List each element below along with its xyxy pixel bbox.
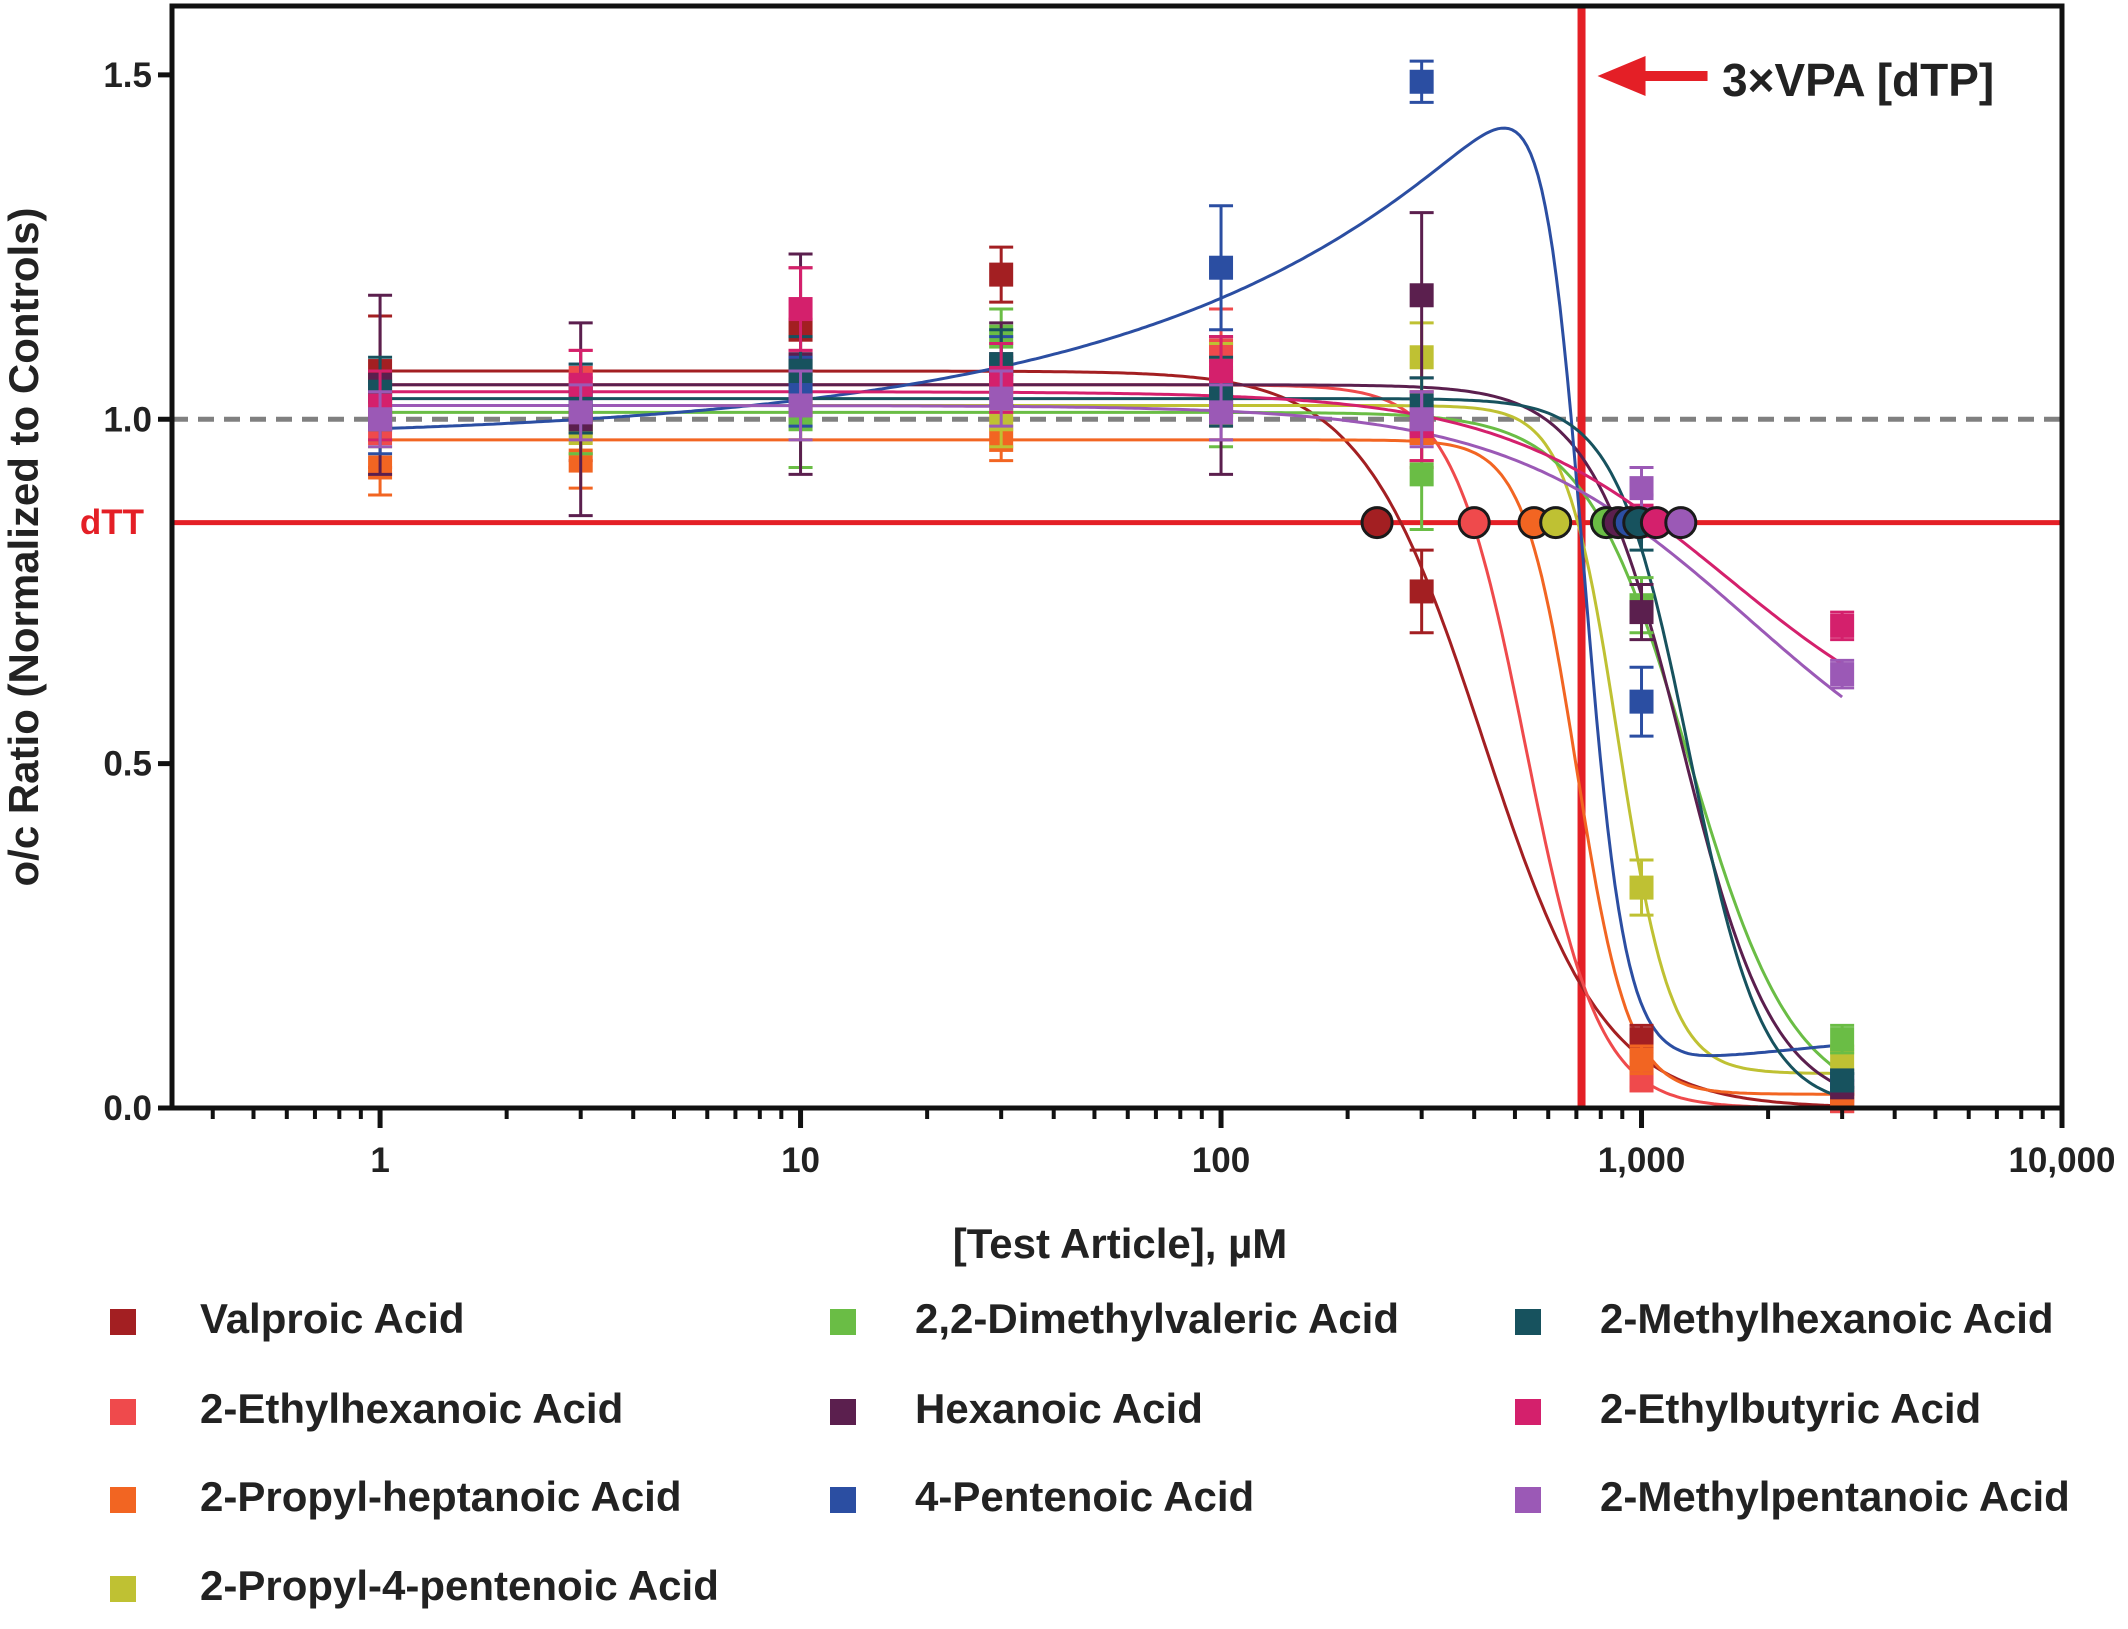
legend-label: 2,2-Dimethylvaleric Acid xyxy=(915,1295,1399,1342)
vpa-annotation-label: 3×VPA [dTP] xyxy=(1722,54,1994,106)
data-point xyxy=(1209,400,1234,425)
legend-swatch xyxy=(110,1399,136,1425)
x-tick-label: 100 xyxy=(1192,1141,1250,1180)
data-point xyxy=(1629,1047,1654,1072)
data-point xyxy=(1409,283,1434,308)
plot-frame xyxy=(169,3,2065,1111)
legend-label: 2-Methylhexanoic Acid xyxy=(1600,1295,2054,1342)
dtt-crossing-marker xyxy=(1360,506,1394,540)
legend-label: Valproic Acid xyxy=(200,1295,465,1342)
vpa-arrow-head xyxy=(1597,56,1646,96)
data-point xyxy=(1830,1027,1855,1052)
legend-swatch xyxy=(1515,1309,1541,1335)
dtt-crossing-layer xyxy=(1360,506,1698,540)
legend-swatch xyxy=(110,1576,136,1602)
data-point xyxy=(1629,600,1654,625)
legend-label: Hexanoic Acid xyxy=(915,1385,1203,1432)
fit-curve-3 xyxy=(376,404,1843,1075)
fit-curves-layer xyxy=(376,126,1844,1110)
dtt-crossing-marker xyxy=(1539,506,1573,540)
data-point xyxy=(1830,613,1855,638)
x-tick-label: 10,000 xyxy=(2008,1141,2115,1180)
data-point xyxy=(1629,689,1654,714)
legend-swatch xyxy=(110,1487,136,1513)
legend-swatch xyxy=(110,1309,136,1335)
legend-swatch xyxy=(830,1487,856,1513)
legend-swatch xyxy=(1515,1399,1541,1425)
legend-label: 4-Pentenoic Acid xyxy=(915,1473,1254,1520)
data-point xyxy=(1409,407,1434,432)
fit-curve-8 xyxy=(376,390,1843,666)
data-point xyxy=(1409,579,1434,604)
y-tick-label: 0.5 xyxy=(103,745,152,784)
data-point xyxy=(1209,255,1234,280)
data-point xyxy=(1409,69,1434,94)
legend-label: 2-Ethylbutyric Acid xyxy=(1600,1385,1981,1432)
data-point xyxy=(989,386,1014,411)
dtt-crossing-marker xyxy=(1457,506,1491,540)
data-point xyxy=(368,407,393,432)
data-point xyxy=(1629,875,1654,900)
legend-swatch xyxy=(830,1309,856,1335)
data-point xyxy=(1209,359,1234,384)
fit-curve-7 xyxy=(376,397,1843,1099)
fit-curve-5 xyxy=(376,383,1843,1089)
legend: Valproic Acid 2-Ethylhexanoic Acid 2-Propy… xyxy=(110,1295,2070,1609)
legend-label: 2-Propyl-4-pentenoic Acid xyxy=(200,1562,719,1609)
y-tick-label: 1.5 xyxy=(103,56,152,95)
dtt-label: dTT xyxy=(80,503,144,542)
legend-swatch xyxy=(1515,1487,1541,1513)
y-tick-label: 0.0 xyxy=(103,1089,152,1128)
x-axis-title: [Test Article], µM xyxy=(953,1220,1288,1267)
x-tick-label: 1,000 xyxy=(1598,1141,1686,1180)
dtt-crossing-marker xyxy=(1664,506,1698,540)
legend-label: 2-Methylpentanoic Acid xyxy=(1600,1473,2070,1520)
legend-label: 2-Propyl-heptanoic Acid xyxy=(200,1473,682,1520)
data-point xyxy=(788,393,813,418)
reference-lines-layer xyxy=(172,6,2062,1108)
x-tick-label: 1 xyxy=(370,1141,389,1180)
fit-curve-0 xyxy=(376,369,1843,1108)
data-point xyxy=(1409,462,1434,487)
data-point xyxy=(989,262,1014,287)
legend-label: 2-Ethylhexanoic Acid xyxy=(200,1385,623,1432)
data-points-layer xyxy=(368,59,1855,1114)
data-point xyxy=(568,400,593,425)
legend-swatch xyxy=(830,1399,856,1425)
x-tick-label: 10 xyxy=(781,1141,820,1180)
data-point xyxy=(788,297,813,322)
fit-curve-6 xyxy=(376,126,1843,1058)
y-tick-label: 1.0 xyxy=(103,400,152,439)
data-point xyxy=(1830,1068,1855,1093)
y-axis-title: o/c Ratio (Normalized to Controls) xyxy=(0,207,47,886)
axes-layer: 0.0 0.5 1.0 1.5 1 10 100 1,000 10,000 xyxy=(103,3,2116,1180)
fit-curve-2 xyxy=(376,438,1843,1096)
fit-curve-9 xyxy=(376,404,1844,699)
data-point xyxy=(1629,476,1654,501)
data-point xyxy=(1830,662,1855,687)
